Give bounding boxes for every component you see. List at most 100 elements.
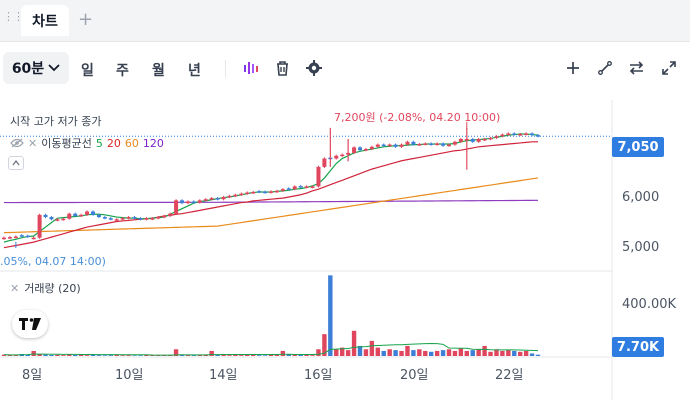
volume-bar — [334, 349, 339, 356]
volume-bar — [411, 350, 416, 356]
chart-canvas[interactable] — [0, 100, 690, 400]
candle-body — [405, 141, 410, 145]
volume-tick-label: 400.00K — [622, 297, 677, 312]
candle-body — [215, 198, 220, 200]
candle-body — [227, 195, 232, 198]
volume-bar — [256, 355, 262, 356]
candle-body — [536, 135, 540, 137]
candle-body — [494, 136, 499, 138]
candle-body — [150, 218, 155, 220]
plus-icon[interactable] — [563, 58, 583, 78]
volume-bar — [440, 350, 446, 356]
volume-bar — [446, 349, 452, 356]
volume-bar — [506, 350, 511, 356]
ohlc-legend: 시작 고가 저가 종가 — [10, 115, 102, 128]
ma-name: 이동평균선 — [41, 137, 92, 150]
drag-handle-icon[interactable]: ⋮⋮ — [3, 10, 24, 23]
candle-body — [441, 143, 446, 146]
chart-toolbar: 60분 일 주 월 년 — [0, 46, 690, 90]
volume-bar — [529, 353, 535, 356]
trash-icon[interactable] — [272, 58, 292, 78]
volume-bar — [393, 350, 398, 356]
candle-body — [96, 214, 101, 218]
candle-body — [233, 194, 238, 197]
price-chart[interactable]: 시작 고가 저가 종가 ✕ 이동평균선 5 20 60 120 7,200원 (… — [0, 100, 690, 400]
eye-icon[interactable] — [10, 138, 24, 148]
current-volume-tag: 7.70K — [612, 337, 664, 357]
candle-body — [518, 134, 523, 136]
candle-body — [156, 217, 161, 219]
volume-bar — [298, 354, 303, 356]
volume-bar — [482, 345, 487, 356]
volume-bar — [144, 354, 149, 356]
volume-bar — [25, 354, 30, 356]
x-tick-label: 8일 — [22, 368, 43, 383]
period-month-button[interactable]: 월 — [152, 63, 165, 79]
candle-body — [55, 219, 60, 221]
volume-bar — [381, 350, 386, 356]
candle-body — [203, 199, 208, 201]
tradingview-logo[interactable] — [12, 310, 48, 338]
volume-bar — [84, 355, 90, 356]
candle-body — [310, 186, 315, 188]
volume-bar — [173, 349, 179, 356]
volume-bar — [73, 354, 78, 356]
period-week-button[interactable]: 주 — [116, 63, 129, 79]
volume-bar — [476, 349, 481, 356]
period-year-button[interactable]: 년 — [188, 63, 201, 79]
volume-bar — [156, 355, 161, 356]
volume-bar — [363, 349, 369, 356]
candle-body — [482, 139, 487, 141]
indicator-icon[interactable] — [241, 58, 261, 78]
volume-bar — [43, 354, 48, 356]
candle-body — [263, 191, 268, 194]
candle-body — [506, 133, 511, 135]
candle-body — [269, 191, 273, 193]
candle-body — [298, 186, 303, 188]
volume-bar — [434, 350, 440, 356]
volume-bar — [345, 350, 351, 356]
tab-chart[interactable]: 차트 — [21, 5, 69, 36]
volume-bar — [179, 354, 185, 356]
volume-bar — [357, 345, 363, 356]
volume-bar — [1, 354, 7, 356]
candle-body — [49, 217, 54, 220]
period-day-button[interactable]: 일 — [81, 63, 94, 79]
candle-body — [399, 144, 404, 147]
ma120-line — [3, 199, 539, 204]
x-tick-label: 16일 — [304, 368, 333, 383]
toolbar-divider — [225, 60, 226, 78]
candle-body — [132, 217, 137, 219]
remove-ma-icon[interactable]: ✕ — [28, 136, 38, 150]
price-tick-label: 5,000 — [622, 240, 660, 255]
volume-bar — [351, 330, 357, 356]
volume-bar — [429, 351, 434, 356]
volume-bar — [245, 354, 250, 356]
candle-body — [358, 147, 362, 151]
x-tick-label: 22일 — [495, 368, 524, 383]
candle-body — [435, 143, 440, 145]
candle-body — [102, 217, 107, 219]
gear-icon[interactable] — [304, 58, 324, 78]
add-tab-button[interactable]: + — [78, 9, 94, 30]
ma60-line — [3, 177, 539, 234]
candle-body — [197, 200, 202, 203]
volume-bar — [500, 350, 505, 356]
collapse-legend-button[interactable] — [8, 156, 24, 170]
volume-bar — [13, 355, 19, 356]
candle-body — [411, 141, 416, 145]
volume-bar — [120, 355, 125, 356]
fullscreen-icon[interactable] — [659, 58, 679, 78]
candle-body — [239, 193, 244, 196]
interval-select[interactable]: 60분 — [3, 52, 69, 84]
candle-body — [138, 218, 143, 220]
compare-icon[interactable] — [626, 58, 646, 78]
current-price-tag: 7,050 — [612, 137, 664, 157]
candle-body — [25, 235, 30, 238]
candle-body — [191, 201, 196, 203]
volume-bar — [90, 354, 96, 356]
draw-line-icon[interactable] — [595, 58, 615, 78]
candle-body — [120, 218, 125, 220]
remove-volume-icon[interactable]: ✕ — [10, 281, 20, 295]
volume-bar — [227, 355, 232, 356]
